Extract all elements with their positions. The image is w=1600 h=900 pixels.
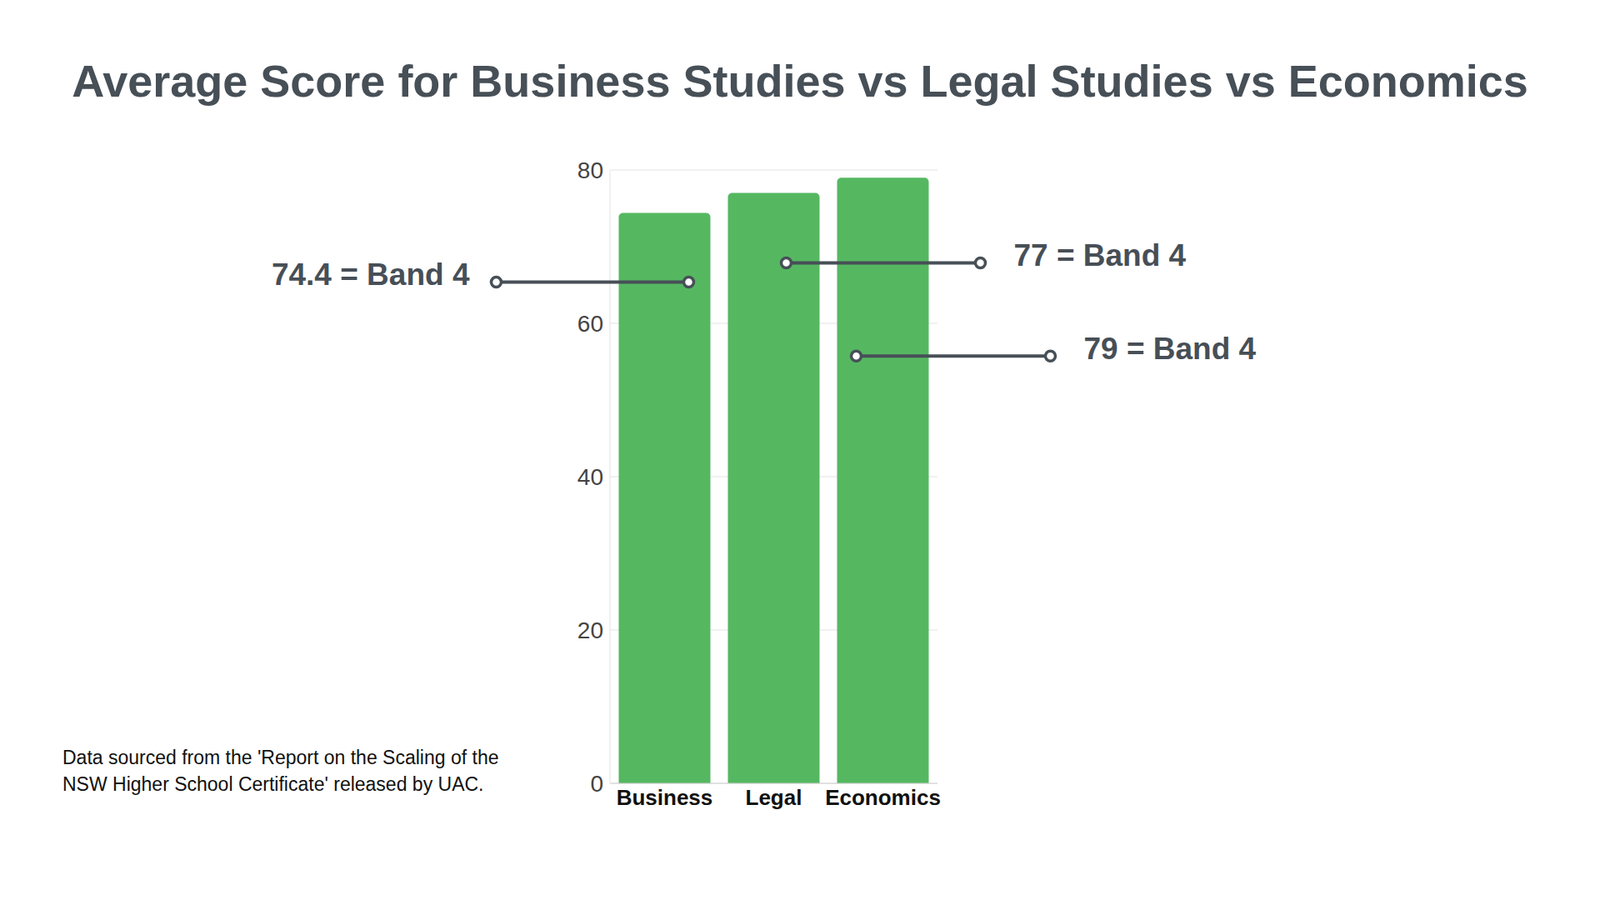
svg-text:Legal: Legal bbox=[745, 785, 803, 810]
svg-text:80: 80 bbox=[577, 157, 604, 184]
svg-text:79 = Band 4: 79 = Band 4 bbox=[1083, 331, 1256, 366]
svg-text:0: 0 bbox=[590, 770, 604, 797]
svg-text:40: 40 bbox=[577, 464, 604, 490]
svg-text:60: 60 bbox=[577, 310, 604, 337]
svg-text:20: 20 bbox=[577, 617, 604, 644]
svg-text:77 = Band 4: 77 = Band 4 bbox=[1013, 238, 1186, 273]
svg-text:Business: Business bbox=[616, 785, 714, 810]
svg-text:Economics: Economics bbox=[825, 785, 941, 810]
html-text:Data sourced from the 'Report: Data sourced from the 'Report on the Sca… bbox=[62, 746, 499, 795]
svg-text:74.4 = Band 4: 74.4 = Band 4 bbox=[271, 257, 470, 292]
html-text:Average Score for Business Stu: Average Score for Business Studies vs Le… bbox=[71, 55, 1529, 106]
